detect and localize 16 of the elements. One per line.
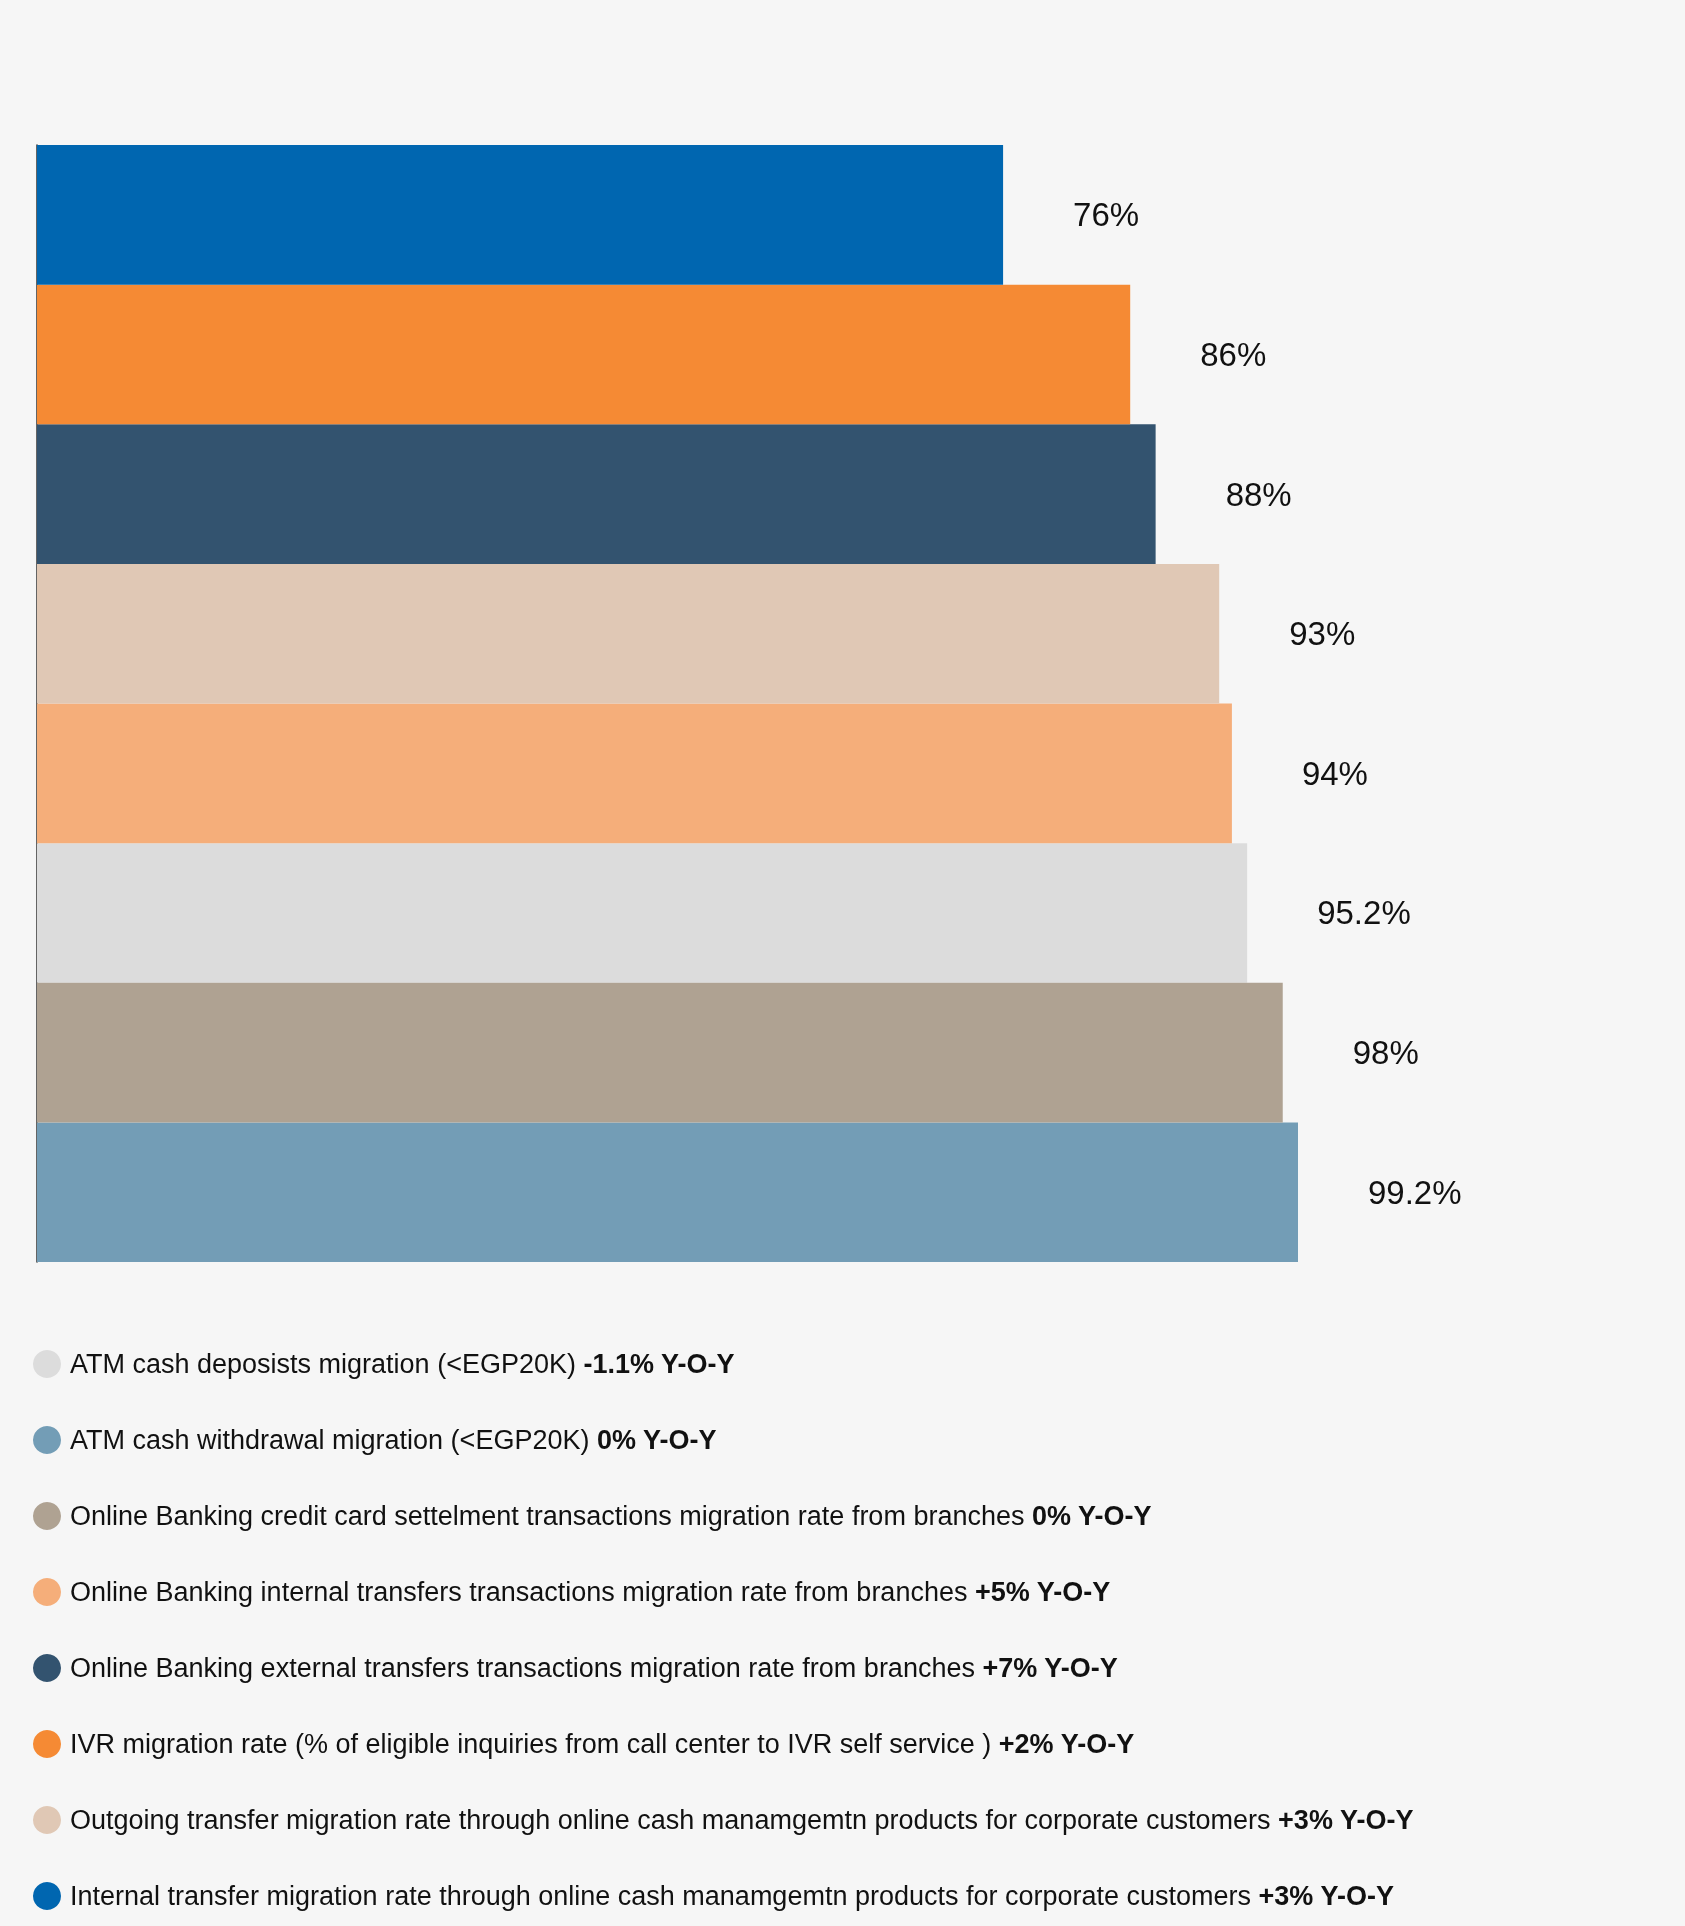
data-label: 98% — [1352, 1034, 1419, 1072]
legend-label: ATM cash deposists migration (<EGP20K) -1.1% Y-O-Y — [70, 1349, 735, 1379]
data-label: 86% — [1200, 335, 1267, 373]
legend-label: Internal transfer migration rate through online cash manamgemtn products for corporate customers +3% Y-O-Y — [70, 1881, 1394, 1911]
legend-label: Outgoing transfer migration rate through online cash manamgemtn products for corporate customers +3% Y-O-Y — [70, 1805, 1414, 1835]
legend-label: Online Banking internal transfers transactions migration rate from branches +5% Y-O-Y — [70, 1577, 1111, 1607]
data-label: 95.2% — [1317, 894, 1411, 932]
legend-label: Online Banking external transfers transactions migration rate from branches +7% Y-O-Y — [70, 1653, 1118, 1683]
data-label: 94% — [1301, 754, 1368, 792]
data-label: 88% — [1225, 475, 1292, 513]
data-label: 76% — [1073, 196, 1140, 234]
legend-label: Online Banking credit card settelment transactions migration rate from branches 0% Y-O-Y — [70, 1501, 1152, 1531]
data-label: 93% — [1289, 615, 1356, 653]
legend-label: IVR migration rate (% of eligible inquiries from call center to IVR self service ) +2% Y-O-Y — [70, 1729, 1135, 1759]
legend-label: ATM cash withdrawal migration (<EGP20K) 0% Y-O-Y — [70, 1425, 717, 1455]
data-label: 99.2% — [1368, 1173, 1462, 1211]
